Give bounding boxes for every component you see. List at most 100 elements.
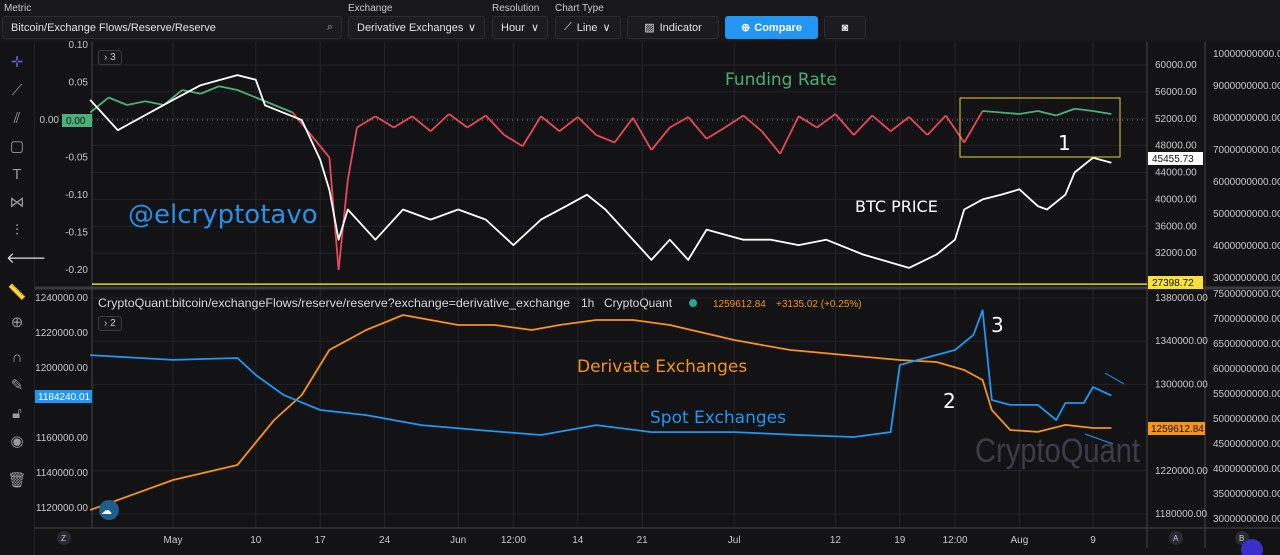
chevron-down-icon: ∨ — [530, 22, 539, 34]
scale-b-label: B — [1239, 534, 1244, 543]
annotation-2: 2 — [943, 389, 956, 413]
pattern-icon[interactable]: ⋈ — [9, 194, 25, 211]
funding-axis-label: -0.05 — [65, 153, 88, 164]
chat-search-button[interactable] — [1241, 539, 1263, 555]
funding-rate-segment — [485, 114, 505, 136]
funding-axis-label: -0.15 — [65, 228, 88, 239]
funding-rate-segment — [613, 117, 634, 144]
chart-type-value: Line — [576, 21, 598, 34]
price-axis-label: 56000.00 — [1155, 87, 1197, 98]
price-axis-label: 44000.00 — [1155, 168, 1197, 179]
compare-button[interactable]: ⊕ Compare — [725, 16, 818, 39]
funding-rate-segment — [816, 113, 836, 129]
highlight-box[interactable] — [959, 97, 1121, 158]
funding-rate-segment — [346, 127, 358, 181]
funding-rate-segment — [982, 110, 1002, 114]
resolution-label: Resolution — [492, 3, 540, 14]
status-dot-icon — [689, 299, 697, 307]
funding-rate-segment — [273, 104, 293, 114]
ruler-icon[interactable]: 📏 — [7, 284, 27, 301]
reset-zoom-button[interactable] — [57, 531, 71, 545]
funding-rate-segment — [595, 134, 615, 144]
lock-drawing-icon[interactable]: ✎ — [10, 377, 24, 394]
pitchfork-icon[interactable]: ⫽ — [13, 110, 21, 127]
x-tick-label: Jun — [450, 535, 466, 546]
funding-rate-segment — [1092, 110, 1112, 115]
annotation-3: 3 — [991, 313, 1004, 337]
measure-range-icon[interactable]: ⫶ — [15, 222, 19, 239]
series-title: CryptoQuant:bitcoin/exchangeFlows/reserv… — [98, 296, 570, 310]
screenshot-button[interactable]: ◙ — [824, 16, 866, 39]
unlock-icon[interactable]: 🔓︎ — [12, 405, 22, 422]
x-tick-label: 17 — [315, 535, 327, 546]
volume-axis-label: 7500000000.00 — [1213, 289, 1280, 300]
rectangle-icon[interactable]: ▢ — [9, 138, 25, 155]
funding-rate-segment — [963, 110, 984, 143]
funding-rate-segment — [742, 114, 763, 132]
compare-icon: ⊕ — [741, 22, 751, 34]
funding-rate-segment — [429, 113, 450, 132]
volume-axis-label: 6500000000.00 — [1213, 339, 1280, 350]
chart-type-select[interactable]: ⟋ Line ∨ — [555, 16, 621, 39]
derivative-badge-bg — [1148, 422, 1205, 435]
volume-axis-label: 4500000000.00 — [1213, 439, 1280, 450]
x-tick-label: 24 — [379, 535, 391, 546]
volume-axis-label: 7000000000.00 — [1213, 145, 1280, 156]
metric-value: Bitcoin/Exchange Flows/Reserve/Reserve — [11, 21, 216, 34]
zoom-in-icon[interactable]: ⊕ — [10, 314, 24, 331]
volume-axis-label: 8000000000.00 — [1213, 113, 1280, 124]
price-axis-label: 48000.00 — [1155, 141, 1197, 152]
compare-label: Compare — [754, 21, 802, 34]
handle-annotation: @elcryptotavo — [128, 200, 318, 230]
metric-search-input[interactable]: Bitcoin/Exchange Flows/Reserve/Reserve ⌕ — [2, 16, 342, 39]
volume-axis-label: 7000000000.00 — [1213, 314, 1280, 325]
exchange-value: Derivative Exchanges — [357, 21, 464, 34]
price-axis-label: 36000.00 — [1155, 221, 1197, 232]
funding-rate-segment — [761, 130, 781, 155]
funding-rate-segment — [1055, 107, 1075, 117]
x-tick-label: Jul — [728, 535, 741, 546]
funding-rate-segment — [1019, 110, 1038, 115]
crosshair-icon[interactable]: ✛ — [10, 54, 24, 71]
x-tick-label: Aug — [1011, 535, 1029, 546]
funding-rate-segment — [108, 96, 128, 106]
scale-a-button[interactable] — [1169, 531, 1183, 545]
resolution-select[interactable]: Hour ∨ — [492, 16, 548, 39]
text-icon[interactable]: T — [12, 166, 22, 183]
funding-rate-segment — [237, 89, 257, 99]
funding-rate-segment — [356, 115, 376, 129]
funding-rate-segment — [871, 114, 892, 132]
collapse-top-pane-button[interactable]: › 3 — [98, 50, 122, 65]
derivate-annotation: Derivate Exchanges — [577, 357, 747, 377]
x-tick-label: 10 — [250, 535, 262, 546]
price-axis-label: 60000.00 — [1155, 60, 1197, 71]
price-axis-label: 52000.00 — [1155, 114, 1197, 125]
funding-rate-segment — [145, 100, 164, 106]
funding-axis-label: 0.00 — [40, 115, 60, 126]
price-badge: 45455.73 — [1152, 154, 1194, 165]
trend-line-icon[interactable]: ⟋ — [11, 82, 23, 99]
volume-axis-label: 3500000000.00 — [1213, 489, 1280, 500]
x-tick-label: 12:00 — [501, 535, 526, 546]
funding-rate-segment — [558, 116, 579, 132]
funding-rate-segment — [1074, 107, 1094, 112]
arrow-down-icon — [1084, 433, 1114, 445]
indicator-button[interactable]: ▨ Indicator — [627, 16, 719, 39]
funding-rate-segment — [650, 126, 671, 151]
funding-axis-label: -0.20 — [65, 265, 88, 276]
eye-icon[interactable]: ◉ — [10, 433, 24, 450]
volume-axis-label: 5000000000.00 — [1213, 209, 1280, 220]
funding-rate-segment — [779, 115, 800, 155]
exchange-select[interactable]: Derivative Exchanges ∨ — [348, 16, 485, 39]
funding-rate-segment — [669, 116, 689, 129]
trash-icon[interactable]: 🗑︎ — [7, 472, 27, 489]
funding-rate-segment — [310, 134, 331, 159]
collapse-bottom-pane-button[interactable]: › 2 — [98, 316, 122, 331]
price-badge-bg — [1148, 152, 1203, 165]
derivative-axis-label: 1300000.00 — [1155, 379, 1208, 390]
magnet-icon[interactable]: ∩ — [11, 349, 23, 366]
camera-icon: ◙ — [841, 21, 849, 34]
chart-type-label: Chart Type — [555, 3, 604, 14]
derivative-reserve-line — [89, 314, 1112, 511]
